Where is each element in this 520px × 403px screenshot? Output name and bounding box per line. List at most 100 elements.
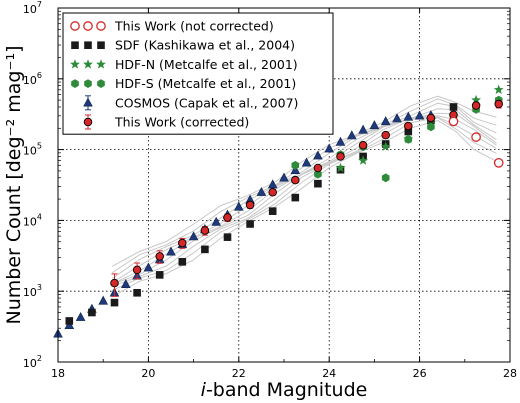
data-series xyxy=(53,84,504,338)
x-axis-label: i-band Magnitude xyxy=(201,379,368,401)
data-point xyxy=(471,132,481,142)
legend-entry: This Work (corrected) xyxy=(83,114,249,130)
data-point xyxy=(178,238,187,248)
data-point xyxy=(380,116,391,126)
legend-marker xyxy=(97,79,105,88)
data-point xyxy=(132,265,142,275)
data-point xyxy=(403,111,414,121)
data-point xyxy=(314,169,322,179)
legend-marker xyxy=(96,59,106,69)
data-point xyxy=(211,216,222,226)
legend-entry: HDF-S (Metcalfe et al., 2001) xyxy=(71,76,296,91)
data-point xyxy=(133,288,141,297)
data-point xyxy=(178,258,187,266)
data-point xyxy=(245,200,255,210)
data-point xyxy=(291,175,300,185)
legend-entry: SDF (Kashikawa et al., 2004) xyxy=(71,38,295,53)
data-point xyxy=(380,141,391,151)
legend-label: This Work (not corrected) xyxy=(114,19,274,34)
model-curve xyxy=(111,95,497,267)
y-tick-label: 106 xyxy=(23,71,42,87)
grid-lines xyxy=(58,8,510,362)
x-tick-label: 26 xyxy=(413,367,427,380)
data-point xyxy=(346,130,357,140)
data-point xyxy=(358,155,368,165)
data-point xyxy=(324,143,335,153)
data-point xyxy=(471,94,481,105)
data-point xyxy=(279,172,289,182)
legend-label: HDF-N (Metcalfe et al., 2001) xyxy=(115,57,298,72)
data-point xyxy=(256,186,267,196)
y-tick-label: 102 xyxy=(23,354,42,370)
data-point xyxy=(301,157,312,167)
legend-box xyxy=(62,12,334,135)
y-axis-label: Number Count [deg⁻² mag⁻¹] xyxy=(3,45,25,324)
data-point xyxy=(291,160,300,170)
x-tick-label: 22 xyxy=(232,367,246,380)
data-point xyxy=(166,246,176,256)
y-tick-label: 107 xyxy=(23,0,42,16)
legend-entry: This Work (not corrected) xyxy=(70,19,274,34)
data-point xyxy=(448,116,459,127)
x-tick-label: 24 xyxy=(322,367,336,380)
data-point xyxy=(120,279,131,289)
series-circle-errorbar xyxy=(110,99,503,297)
legend: This Work (not corrected) SDF (Kashikawa … xyxy=(62,12,334,135)
legend-marker xyxy=(97,41,105,49)
data-point xyxy=(494,99,503,109)
data-point xyxy=(449,103,458,111)
data-point xyxy=(313,163,323,173)
data-point xyxy=(358,124,368,134)
data-point xyxy=(427,122,435,132)
data-point xyxy=(268,187,277,197)
legend-marker xyxy=(83,117,93,127)
legend-marker xyxy=(83,21,93,31)
data-point xyxy=(493,84,504,94)
data-point xyxy=(369,120,380,130)
legend-marker xyxy=(71,79,79,88)
data-point xyxy=(392,113,402,123)
legend-label: This Work (corrected) xyxy=(114,115,249,130)
legend-marker xyxy=(70,59,80,69)
series-triangle xyxy=(53,110,436,338)
data-point xyxy=(291,193,300,202)
data-point xyxy=(110,278,119,288)
data-point xyxy=(426,113,436,123)
legend-label: SDF (Kashikawa et al., 2004) xyxy=(115,38,295,53)
x-axis-label-italic: i xyxy=(201,379,207,401)
y-tick-label: 104 xyxy=(23,212,42,228)
data-point xyxy=(493,157,504,168)
legend-marker xyxy=(84,41,92,49)
legend-marker xyxy=(70,21,80,31)
data-point xyxy=(404,134,413,144)
legend-entry: COSMOS (Capak et al., 2007) xyxy=(83,95,298,111)
x-tick-label: 20 xyxy=(141,367,155,380)
data-point xyxy=(381,173,390,183)
legend-marker xyxy=(96,21,106,31)
x-tick-label: 28 xyxy=(503,367,517,380)
y-axis-ticks: 102 103 104 105 106 107 xyxy=(23,0,510,370)
data-point xyxy=(223,213,232,222)
x-axis-label-rest: -band Magnitude xyxy=(206,379,367,401)
data-point xyxy=(314,179,322,188)
data-point xyxy=(268,207,277,215)
data-point xyxy=(98,295,109,305)
data-point xyxy=(313,150,323,160)
data-point xyxy=(246,220,254,228)
data-point xyxy=(335,162,346,173)
data-point xyxy=(65,317,74,325)
data-point xyxy=(358,141,368,150)
legend-label: COSMOS (Capak et al., 2007) xyxy=(115,95,298,110)
data-point xyxy=(336,152,345,161)
data-point xyxy=(200,226,210,235)
x-tick-label: 18 xyxy=(51,367,65,380)
data-point xyxy=(88,308,96,317)
data-point xyxy=(381,130,390,140)
data-point xyxy=(155,252,164,261)
legend-marker xyxy=(83,59,93,69)
data-point xyxy=(110,298,119,307)
x-axis-ticks: 18 20 22 24 26 28 xyxy=(51,8,517,380)
legend-entry: HDF-N (Metcalfe et al., 2001) xyxy=(70,57,298,72)
legend-label: HDF-S (Metcalfe et al., 2001) xyxy=(115,76,296,91)
